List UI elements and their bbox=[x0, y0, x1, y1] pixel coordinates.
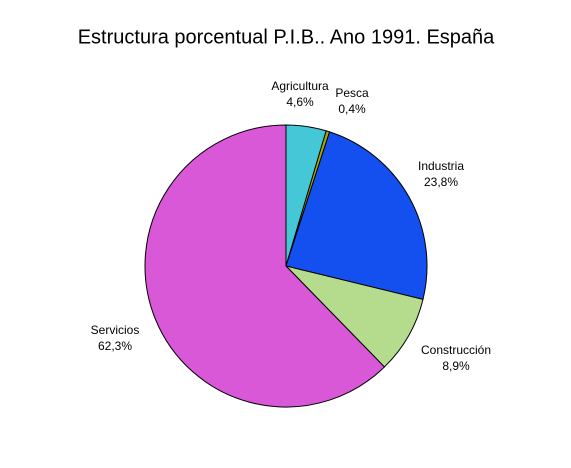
slice-label: Construcción bbox=[421, 343, 491, 357]
pie-slice bbox=[285, 131, 428, 300]
slice-value-label: 4,6% bbox=[286, 95, 314, 109]
slice-value-label: 0,4% bbox=[338, 102, 366, 116]
slice-value-label: 23,8% bbox=[424, 175, 458, 189]
slice-label: Agricultura bbox=[271, 79, 329, 93]
slice-label: Servicios bbox=[91, 323, 140, 337]
slice-label: Industria bbox=[418, 159, 464, 173]
pie-slice bbox=[144, 124, 386, 408]
slice-value-label: 62,3% bbox=[98, 339, 132, 353]
slice-label: Pesca bbox=[335, 86, 369, 100]
slice-value-label: 8,9% bbox=[442, 359, 470, 373]
chart-title: Estructura porcentual P.I.B.. Ano 1991. … bbox=[78, 26, 495, 48]
